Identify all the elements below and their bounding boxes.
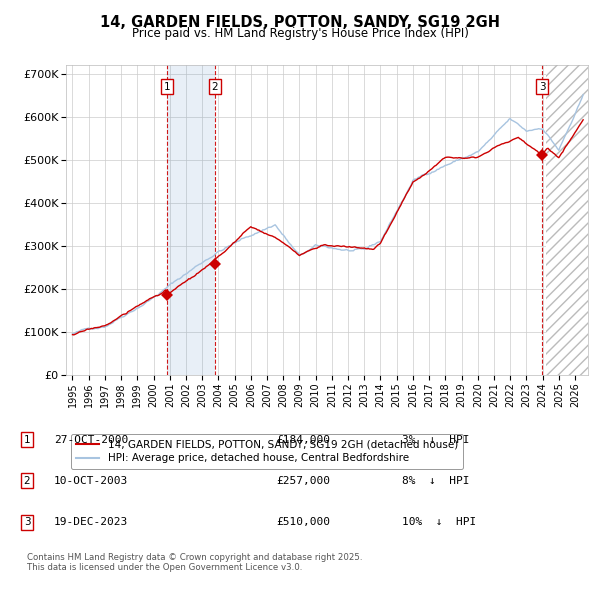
Text: £184,000: £184,000 bbox=[276, 435, 330, 444]
Text: Price paid vs. HM Land Registry's House Price Index (HPI): Price paid vs. HM Land Registry's House … bbox=[131, 27, 469, 40]
Text: 1: 1 bbox=[164, 81, 170, 91]
Text: £510,000: £510,000 bbox=[276, 517, 330, 527]
Text: 10-OCT-2003: 10-OCT-2003 bbox=[54, 476, 128, 486]
Text: 1: 1 bbox=[23, 435, 31, 444]
Text: 10%  ↓  HPI: 10% ↓ HPI bbox=[402, 517, 476, 527]
Legend: 14, GARDEN FIELDS, POTTON, SANDY, SG19 2GH (detached house), HPI: Average price,: 14, GARDEN FIELDS, POTTON, SANDY, SG19 2… bbox=[71, 434, 463, 468]
Text: This data is licensed under the Open Government Licence v3.0.: This data is licensed under the Open Gov… bbox=[27, 563, 302, 572]
Bar bbox=[546, 65, 588, 375]
Text: 19-DEC-2023: 19-DEC-2023 bbox=[54, 517, 128, 527]
Text: £257,000: £257,000 bbox=[276, 476, 330, 486]
Text: Contains HM Land Registry data © Crown copyright and database right 2025.: Contains HM Land Registry data © Crown c… bbox=[27, 553, 362, 562]
Text: 3: 3 bbox=[23, 517, 31, 527]
Text: 14, GARDEN FIELDS, POTTON, SANDY, SG19 2GH: 14, GARDEN FIELDS, POTTON, SANDY, SG19 2… bbox=[100, 15, 500, 30]
Text: 8%  ↓  HPI: 8% ↓ HPI bbox=[402, 476, 470, 486]
Text: 2: 2 bbox=[212, 81, 218, 91]
Text: 3: 3 bbox=[539, 81, 545, 91]
Text: 3%  ↓  HPI: 3% ↓ HPI bbox=[402, 435, 470, 444]
Text: 27-OCT-2000: 27-OCT-2000 bbox=[54, 435, 128, 444]
Text: 2: 2 bbox=[23, 476, 31, 486]
Bar bbox=[167, 65, 215, 375]
